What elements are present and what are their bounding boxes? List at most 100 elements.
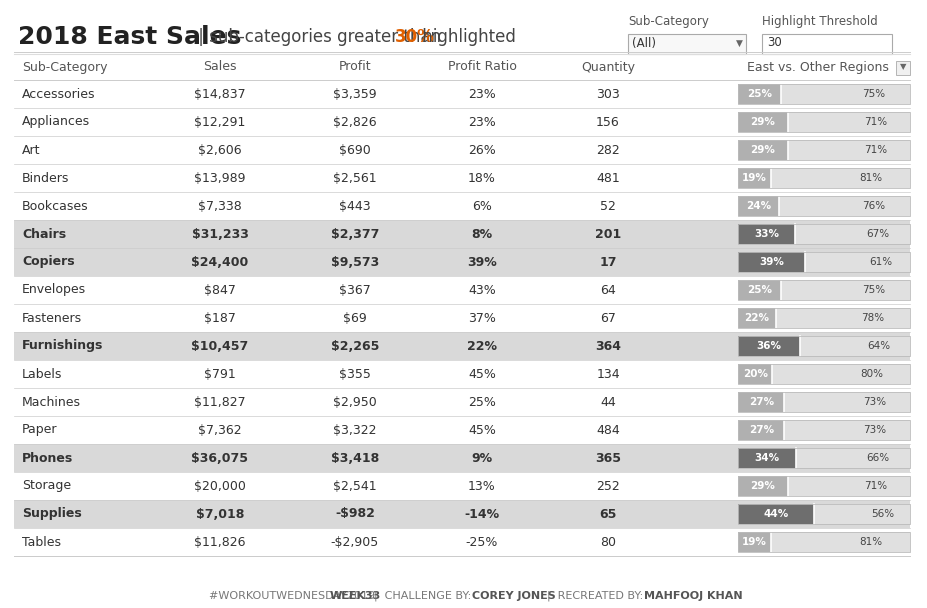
Text: 81%: 81%: [858, 537, 882, 547]
Text: 17: 17: [599, 255, 616, 269]
Text: Paper: Paper: [22, 424, 57, 437]
Bar: [14, 444, 909, 472]
Bar: [795, 448, 909, 468]
Text: $3,418: $3,418: [331, 452, 379, 465]
Text: $2,826: $2,826: [333, 116, 376, 128]
Text: $9,573: $9,573: [331, 255, 379, 269]
Text: Bookcases: Bookcases: [22, 199, 89, 213]
Text: $2,265: $2,265: [330, 339, 379, 353]
Bar: [737, 252, 805, 272]
Text: 29%: 29%: [750, 481, 775, 491]
Text: $2,606: $2,606: [198, 143, 242, 156]
Text: $355: $355: [338, 367, 371, 381]
Text: $7,362: $7,362: [198, 424, 242, 437]
Text: 67: 67: [600, 311, 616, 325]
Text: 56%: 56%: [870, 509, 894, 519]
Text: 78%: 78%: [860, 313, 883, 323]
Bar: [14, 164, 909, 192]
Text: 22%: 22%: [743, 313, 768, 323]
Bar: [737, 532, 909, 552]
Bar: [14, 108, 909, 136]
Bar: [794, 224, 909, 244]
Bar: [14, 80, 909, 108]
Text: Binders: Binders: [22, 171, 70, 184]
Text: (All): (All): [631, 36, 655, 49]
Text: 71%: 71%: [863, 481, 886, 491]
Text: ▼: ▼: [899, 63, 906, 72]
Text: 23%: 23%: [467, 116, 495, 128]
Text: 201: 201: [594, 227, 620, 241]
Text: 45%: 45%: [467, 367, 495, 381]
Bar: [14, 192, 909, 220]
Text: Chairs: Chairs: [22, 227, 66, 241]
Text: $2,561: $2,561: [333, 171, 376, 184]
Text: 67%: 67%: [865, 229, 888, 239]
Text: WEEK33: WEEK33: [330, 591, 381, 601]
Bar: [14, 304, 909, 332]
Text: Appliances: Appliances: [22, 116, 90, 128]
Bar: [737, 476, 909, 496]
Text: $3,359: $3,359: [333, 88, 376, 100]
Bar: [737, 196, 779, 216]
Text: Copiers: Copiers: [22, 255, 74, 269]
Text: 43%: 43%: [467, 283, 495, 297]
Text: 20%: 20%: [742, 369, 767, 379]
Text: $7,338: $7,338: [197, 199, 242, 213]
FancyBboxPatch shape: [761, 34, 891, 54]
Text: $10,457: $10,457: [191, 339, 248, 353]
Text: 73%: 73%: [862, 425, 885, 435]
Text: 19%: 19%: [741, 173, 766, 183]
Bar: [781, 84, 909, 104]
Text: $791: $791: [204, 367, 235, 381]
Bar: [737, 196, 909, 216]
Bar: [787, 140, 909, 160]
Bar: [737, 224, 794, 244]
Text: |  CHALLENGE BY:: | CHALLENGE BY:: [367, 591, 475, 601]
Text: Machines: Machines: [22, 395, 81, 409]
Bar: [813, 504, 909, 524]
Text: $690: $690: [338, 143, 371, 156]
Text: Accessories: Accessories: [22, 88, 95, 100]
Text: 80: 80: [600, 536, 616, 548]
Bar: [737, 504, 909, 524]
Bar: [799, 336, 909, 356]
Text: -$2,905: -$2,905: [331, 536, 379, 548]
Text: Quantity: Quantity: [580, 61, 634, 74]
Text: 2018 East Sales: 2018 East Sales: [18, 25, 241, 49]
Text: #WORKOUTWEDNESDAY2019: #WORKOUTWEDNESDAY2019: [209, 591, 378, 601]
Bar: [737, 280, 781, 300]
Text: 33%: 33%: [753, 229, 778, 239]
Text: 37%: 37%: [467, 311, 495, 325]
Text: $14,837: $14,837: [194, 88, 246, 100]
FancyBboxPatch shape: [895, 61, 909, 75]
Bar: [737, 140, 909, 160]
Bar: [14, 136, 909, 164]
Text: 484: 484: [595, 424, 619, 437]
Text: 36%: 36%: [756, 341, 781, 351]
Bar: [14, 528, 909, 556]
Text: 44%: 44%: [762, 509, 788, 519]
Bar: [737, 280, 909, 300]
Text: East vs. Other Regions: East vs. Other Regions: [746, 61, 888, 74]
Bar: [737, 336, 909, 356]
Bar: [14, 360, 909, 388]
Bar: [737, 392, 783, 412]
Text: $443: $443: [339, 199, 371, 213]
Text: 13%: 13%: [467, 480, 495, 492]
Text: 39%: 39%: [466, 255, 496, 269]
Text: 303: 303: [595, 88, 619, 100]
Text: 252: 252: [595, 480, 619, 492]
Bar: [737, 308, 775, 328]
Text: $12,291: $12,291: [194, 116, 246, 128]
Bar: [737, 336, 799, 356]
Text: Fasteners: Fasteners: [22, 311, 82, 325]
Text: 81%: 81%: [858, 173, 882, 183]
Text: 25%: 25%: [467, 395, 495, 409]
Bar: [769, 168, 909, 188]
Text: Tables: Tables: [22, 536, 61, 548]
Text: 30: 30: [767, 36, 781, 49]
Text: 73%: 73%: [862, 397, 885, 407]
Text: |  RECREATED BY:: | RECREATED BY:: [540, 591, 646, 601]
Text: 75%: 75%: [861, 89, 884, 99]
Text: 8%: 8%: [471, 227, 492, 241]
